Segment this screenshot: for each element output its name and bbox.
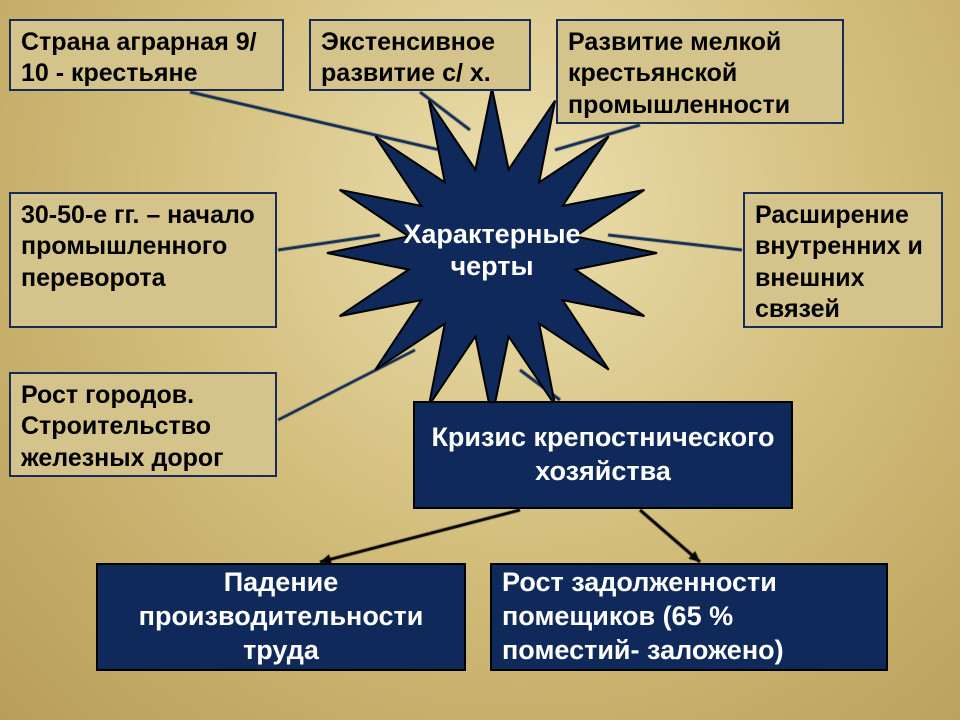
box-agrarian: Страна аграрная 9/ 10 - крестьяне bbox=[9, 19, 284, 91]
box-debt: Рост задолженности помещиков (65 % помес… bbox=[490, 563, 888, 671]
box-crisis: Кризис крепостнического хозяйства bbox=[413, 401, 793, 509]
box-industrial: 30-50-е гг. – начало промышленного перев… bbox=[9, 192, 277, 328]
box-small-ind: Развитие мелкой крестьянской промышленно… bbox=[556, 19, 844, 124]
box-trade: Расширение внутренних и внешних связей bbox=[743, 192, 943, 328]
box-fall: Падение производительности труда bbox=[96, 563, 466, 671]
box-cities: Рост городов. Строительство железных дор… bbox=[9, 372, 277, 477]
center-starburst bbox=[323, 84, 661, 422]
box-extensive: Экстенсивное развитие с/ х. bbox=[309, 19, 531, 91]
